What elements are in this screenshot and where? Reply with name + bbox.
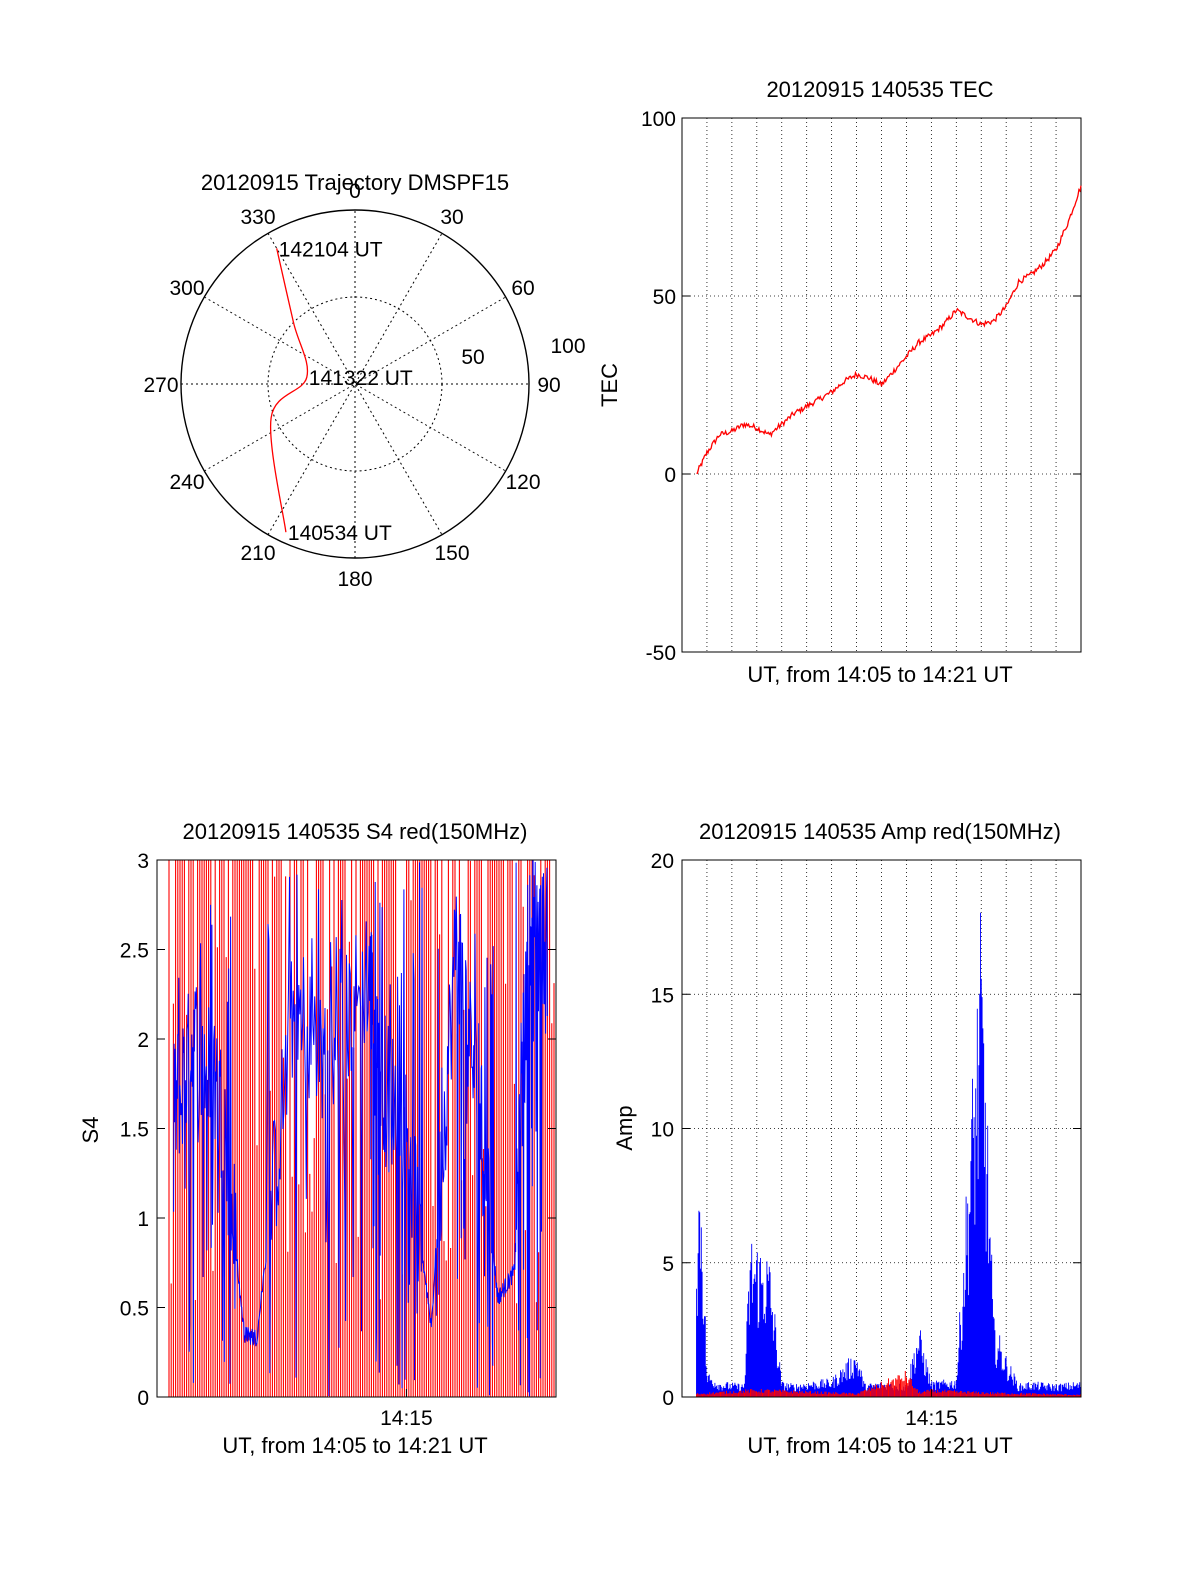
polar-grid: [180, 209, 530, 559]
trajectory-annotations: 142104 UT 141322 UT 140534 UT: [279, 238, 413, 545]
amp-blue-series: [696, 912, 1081, 1397]
tec-ylabel: TEC: [597, 363, 622, 407]
tec-y-tick-label: 0: [664, 464, 676, 487]
amp-title: 20120915 140535 Amp red(150MHz): [699, 819, 1061, 844]
polar-spoke: [267, 233, 443, 535]
amp-y-tick-label: 15: [651, 984, 674, 1007]
polar-angle-label: 90: [537, 374, 560, 397]
amp-x-ticks: 14:15: [905, 1389, 958, 1430]
s4-chart: 20120915 140535 S4 red(150MHz) 0 0.5 1 1.5 2…: [78, 819, 557, 1458]
s4-x-ticks: 14:15: [380, 1389, 433, 1430]
amp-grid: [682, 860, 1081, 1397]
polar-angle-label: 120: [505, 471, 540, 494]
s4-ylabel: S4: [78, 1117, 103, 1144]
s4-x-tick-label: 14:15: [380, 1407, 433, 1430]
s4-y-tick-label: 0.5: [120, 1298, 149, 1321]
s4-title: 20120915 140535 S4 red(150MHz): [183, 819, 528, 844]
amp-x-tick-label: 14:15: [905, 1407, 958, 1430]
polar-angle-label: 150: [434, 542, 469, 565]
amp-y-ticks: 0 5 10 15 20: [651, 850, 1081, 1410]
s4-blue-series: [173, 860, 548, 1397]
polar-angle-labels: 0 30 60 90 120 150 180 210 240 270 300 330: [143, 180, 560, 591]
amp-y-tick-label: 5: [662, 1253, 674, 1276]
tec-grid: [682, 118, 1081, 652]
polar-angle-label: 60: [511, 277, 534, 300]
tec-y-ticks: -50 0 50 100: [641, 108, 1081, 665]
polar-angle-label: 270: [143, 374, 178, 397]
s4-y-tick-label: 1: [137, 1208, 149, 1231]
amp-y-tick-label: 10: [651, 1119, 674, 1142]
tec-chart: 20120915 140535 TEC -50 0 50 100 TEC UT, fr…: [597, 77, 1082, 687]
s4-y-tick-label: 2.5: [120, 940, 149, 963]
tec-xlabel: UT, from 14:05 to 14:21 UT: [747, 662, 1012, 687]
amp-red-trace: [696, 1371, 1081, 1397]
polar-radial-label: 50: [461, 346, 484, 369]
s4-xlabel: UT, from 14:05 to 14:21 UT: [222, 1433, 487, 1458]
polar-angle-label: 300: [169, 277, 204, 300]
tec-series-line: [696, 185, 1082, 475]
tec-y-tick-label: 50: [653, 286, 676, 309]
amp-blue-trace: [696, 912, 1081, 1397]
tec-title: 20120915 140535 TEC: [766, 77, 993, 102]
polar-angle-label: 210: [240, 542, 275, 565]
polar-angle-label: 180: [337, 568, 372, 591]
polar-spoke: [204, 296, 506, 472]
amp-red-series: [696, 1371, 1081, 1397]
polar-angle-label: 30: [440, 206, 463, 229]
amp-y-tick-label: 20: [651, 850, 674, 873]
s4-blue-trace: [173, 860, 548, 1397]
tec-plot-frame: [681, 117, 1082, 653]
trajectory-time-label: 140534 UT: [288, 522, 392, 545]
amp-chart: 20120915 140535 Amp red(150MHz) 0 5 10 15 20…: [612, 819, 1082, 1458]
s4-y-ticks: 0 0.5 1 1.5 2 2.5 3: [120, 850, 556, 1410]
trajectory-time-label: 142104 UT: [279, 238, 383, 261]
polar-angle-label: 330: [240, 206, 275, 229]
polar-spoke: [267, 233, 443, 535]
s4-y-tick-label: 3: [137, 850, 149, 873]
polar-radial-label: 100: [550, 335, 585, 358]
s4-y-tick-label: 0: [137, 1387, 149, 1410]
polar-trajectory-chart: 20120915 Trajectory DMSPF15 0 30 60 90 120 15…: [143, 170, 585, 591]
polar-angle-label: 240: [169, 471, 204, 494]
tec-y-tick-label: 100: [641, 108, 676, 131]
polar-spoke: [204, 296, 506, 472]
tec-y-tick-label: -50: [646, 642, 676, 665]
trajectory-time-label: 141322 UT: [309, 367, 413, 390]
amp-xlabel: UT, from 14:05 to 14:21 UT: [747, 1433, 1012, 1458]
polar-radial-labels: 50 100: [461, 335, 585, 369]
polar-angle-label: 0: [349, 180, 361, 203]
amp-ylabel: Amp: [612, 1105, 637, 1150]
amp-y-tick-label: 0: [662, 1387, 674, 1410]
trajectory-track: [269, 248, 309, 533]
s4-y-tick-label: 1.5: [120, 1119, 149, 1142]
polar-title: 20120915 Trajectory DMSPF15: [201, 170, 509, 195]
s4-y-tick-label: 2: [137, 1029, 149, 1052]
